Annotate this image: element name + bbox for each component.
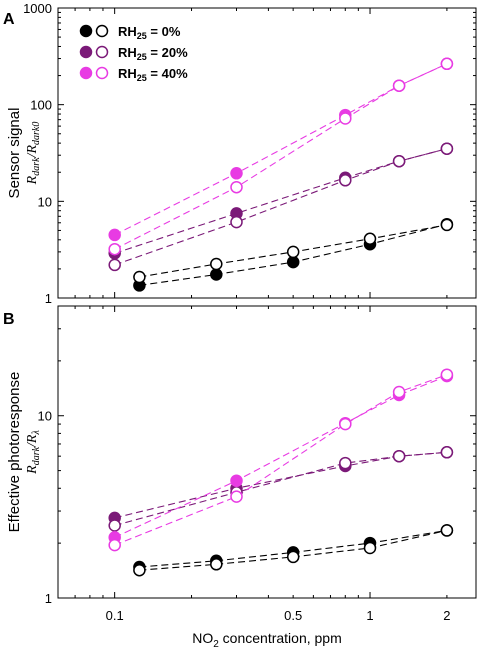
panel-a-ytick-label: 1 [45, 291, 52, 306]
x-tick-label: 2 [443, 608, 450, 623]
legend-entry-rh40: RH25 = 40% [79, 66, 188, 83]
legend-marker-filled-rh0 [79, 24, 93, 38]
legend-marker-filled-rh20 [79, 45, 93, 59]
x-axis-label: NO2 concentration, ppm [192, 630, 342, 650]
legend-entry-rh0: RH25 = 0% [79, 24, 181, 41]
panel-a-ylabel: Sensor signal Rdark/Rdark0 [6, 108, 42, 199]
panel-b-series-1-point [210, 558, 223, 571]
panel-b-series-1-point [440, 524, 454, 537]
panel-b-series-5-point [339, 417, 352, 431]
panel-b-series-2-line [114, 451, 447, 519]
plot-layer: 1 10 100 1000 1 10 0.1 0.5 1 2 [23, 1, 476, 623]
panel-b-ytick-label: 1 [45, 591, 52, 606]
panel-a-series-1-point [363, 232, 377, 246]
panel-a-ytick-label: 100 [30, 98, 52, 113]
panel-a-series-5-point [339, 112, 352, 125]
panel-a-series-3-point [440, 142, 454, 155]
legend-label-rh0: RH25 = 0% [118, 24, 181, 41]
panel-b-series-3-point [339, 456, 352, 470]
panel-b-series-5-point [230, 490, 243, 503]
legend-marker-open-rh0 [95, 24, 109, 38]
panel-a-series-5-point [230, 180, 243, 194]
legend-marker-open-rh20 [95, 45, 109, 59]
panel-b-series-1-point [363, 541, 377, 555]
panel-a-series-5-point [108, 242, 121, 256]
legend-marker-filled-rh40 [79, 66, 93, 80]
panel-b-series-4-point [230, 474, 243, 487]
panel-b-frame [57, 305, 477, 599]
panel-b-series-3-line [114, 451, 447, 527]
x-tick-label: 0.5 [284, 608, 302, 623]
panel-a-ytick-label: 1000 [23, 1, 52, 16]
panel-a-series-3-point [339, 174, 352, 187]
panel-a-series-1-point [133, 270, 146, 284]
panel-b-ylabel-line2: Rdark/Rλ [25, 429, 42, 474]
panel-b-ytick-label: 10 [38, 409, 52, 424]
panel-a-series-1-point [286, 245, 300, 259]
legend: RH25 = 0% RH25 = 20% RH25 = 40% [79, 24, 188, 83]
panel-a-series-5-point [392, 79, 406, 92]
panel-b-ylabel-line1: Effective photoresponse [6, 372, 23, 533]
panel-a-series-1-point [440, 218, 454, 232]
panel-a-ylabel-line2: Rdark/Rdark0 [25, 122, 42, 186]
panel-a-frame [57, 7, 477, 299]
panel-a-label: A [3, 11, 15, 28]
panel-a-series-3-point [108, 258, 121, 272]
panel-a-series-1-point [210, 257, 223, 271]
panel-b-series-5-point [392, 385, 406, 399]
panel-a-series-4-point [108, 228, 121, 242]
panel-b-series-3-point [392, 449, 406, 463]
panel-b-label: B [3, 311, 15, 328]
panel-b-series-3-point [108, 519, 121, 532]
legend-label-rh40: RH25 = 40% [118, 66, 188, 83]
legend-label-rh20: RH25 = 20% [118, 45, 188, 62]
panel-a-ylabel-line1: Sensor signal [6, 108, 23, 199]
panel-b-series-1-point [286, 550, 300, 564]
legend-marker-open-rh40 [95, 66, 109, 80]
panel-b-series-5-point [108, 538, 121, 552]
panel-b-series-5-line [114, 374, 448, 546]
panel-a-series-3-point [392, 154, 406, 168]
panel-a-series-4-point [230, 167, 243, 180]
panel-b-series-3-point [440, 446, 454, 459]
x-tick-label: 0.1 [106, 608, 124, 623]
x-tick-label: 1 [366, 608, 373, 623]
panel-b-series-1-point [133, 563, 146, 577]
panel-a-series-0-point [286, 255, 300, 269]
panel-a-series-5-point [440, 57, 454, 71]
legend-entry-rh20: RH25 = 20% [79, 45, 188, 62]
panel-a-series-0-point [210, 268, 223, 281]
panel-a-ytick-label: 10 [38, 194, 52, 209]
panel-a-series-3-point [230, 215, 243, 229]
panel-b-series-5-point [440, 368, 454, 381]
panel-b-ylabel: Effective photoresponse Rdark/Rλ [6, 372, 42, 533]
